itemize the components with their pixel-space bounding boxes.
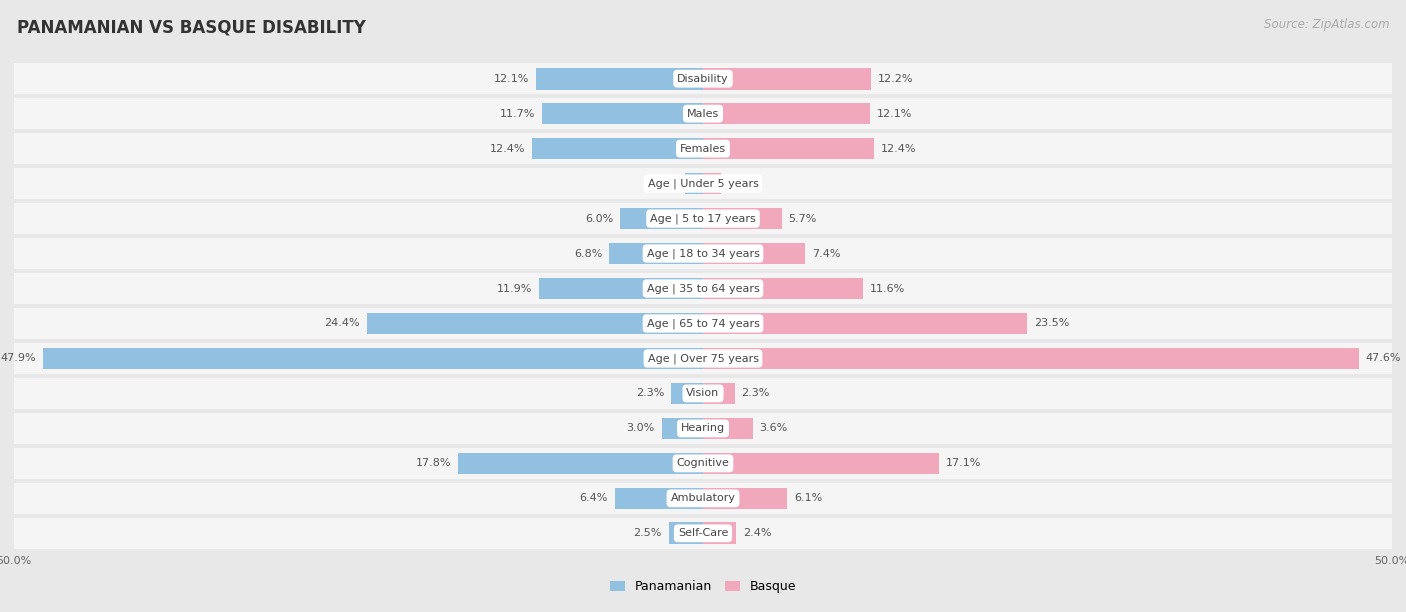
Bar xyxy=(609,243,703,264)
Bar xyxy=(703,417,752,439)
Text: 12.1%: 12.1% xyxy=(494,73,530,84)
Text: 6.1%: 6.1% xyxy=(794,493,823,503)
Text: 11.7%: 11.7% xyxy=(499,109,534,119)
Text: 7.4%: 7.4% xyxy=(811,248,841,258)
Text: Females: Females xyxy=(681,144,725,154)
Text: 24.4%: 24.4% xyxy=(325,318,360,329)
Text: Age | Over 75 years: Age | Over 75 years xyxy=(648,353,758,364)
Bar xyxy=(538,278,703,299)
Text: Disability: Disability xyxy=(678,73,728,84)
Bar xyxy=(620,207,703,230)
Bar xyxy=(458,452,703,474)
Text: 12.1%: 12.1% xyxy=(876,109,912,119)
Bar xyxy=(685,173,703,195)
FancyBboxPatch shape xyxy=(14,308,1392,339)
FancyBboxPatch shape xyxy=(14,483,1392,514)
Text: Age | 65 to 74 years: Age | 65 to 74 years xyxy=(647,318,759,329)
Text: Age | 18 to 34 years: Age | 18 to 34 years xyxy=(647,248,759,259)
FancyBboxPatch shape xyxy=(14,518,1392,549)
Text: 11.6%: 11.6% xyxy=(870,283,905,294)
Bar xyxy=(367,313,703,334)
Text: 2.3%: 2.3% xyxy=(741,389,770,398)
Text: 2.4%: 2.4% xyxy=(742,528,772,539)
Bar xyxy=(671,382,703,405)
Text: Source: ZipAtlas.com: Source: ZipAtlas.com xyxy=(1264,18,1389,31)
Text: 1.3%: 1.3% xyxy=(650,179,678,188)
FancyBboxPatch shape xyxy=(14,168,1392,200)
Text: 11.9%: 11.9% xyxy=(496,283,531,294)
Text: Ambulatory: Ambulatory xyxy=(671,493,735,503)
FancyBboxPatch shape xyxy=(14,98,1392,129)
Bar xyxy=(703,348,1358,369)
Text: 17.1%: 17.1% xyxy=(945,458,981,468)
Bar xyxy=(669,523,703,544)
Text: 6.4%: 6.4% xyxy=(579,493,607,503)
Text: Self-Care: Self-Care xyxy=(678,528,728,539)
Text: 1.3%: 1.3% xyxy=(728,179,756,188)
Text: 3.6%: 3.6% xyxy=(759,424,787,433)
Text: Age | 35 to 64 years: Age | 35 to 64 years xyxy=(647,283,759,294)
Text: 17.8%: 17.8% xyxy=(415,458,451,468)
FancyBboxPatch shape xyxy=(14,238,1392,269)
FancyBboxPatch shape xyxy=(14,378,1392,409)
Text: 5.7%: 5.7% xyxy=(789,214,817,223)
Bar xyxy=(703,68,872,89)
Text: Males: Males xyxy=(688,109,718,119)
Bar xyxy=(536,68,703,89)
Text: Age | Under 5 years: Age | Under 5 years xyxy=(648,178,758,189)
Bar xyxy=(703,138,875,160)
Text: 2.5%: 2.5% xyxy=(633,528,662,539)
Text: 6.8%: 6.8% xyxy=(574,248,602,258)
Bar xyxy=(703,207,782,230)
Bar xyxy=(703,103,870,124)
Text: 3.0%: 3.0% xyxy=(627,424,655,433)
Text: Age | 5 to 17 years: Age | 5 to 17 years xyxy=(650,214,756,224)
Text: 47.6%: 47.6% xyxy=(1365,354,1402,364)
Text: Cognitive: Cognitive xyxy=(676,458,730,468)
FancyBboxPatch shape xyxy=(14,203,1392,234)
Bar xyxy=(703,278,863,299)
Bar xyxy=(703,452,939,474)
FancyBboxPatch shape xyxy=(14,133,1392,165)
Text: Hearing: Hearing xyxy=(681,424,725,433)
Bar xyxy=(614,488,703,509)
FancyBboxPatch shape xyxy=(14,447,1392,479)
Bar xyxy=(662,417,703,439)
FancyBboxPatch shape xyxy=(14,273,1392,304)
Text: 2.3%: 2.3% xyxy=(636,389,665,398)
Bar xyxy=(531,138,703,160)
Legend: Panamanian, Basque: Panamanian, Basque xyxy=(605,575,801,599)
Text: 12.4%: 12.4% xyxy=(880,144,917,154)
Bar xyxy=(703,243,806,264)
Text: 12.2%: 12.2% xyxy=(877,73,914,84)
Text: PANAMANIAN VS BASQUE DISABILITY: PANAMANIAN VS BASQUE DISABILITY xyxy=(17,18,366,36)
Text: 47.9%: 47.9% xyxy=(0,354,37,364)
Text: 12.4%: 12.4% xyxy=(489,144,526,154)
Bar xyxy=(703,382,735,405)
Bar xyxy=(703,313,1026,334)
FancyBboxPatch shape xyxy=(14,343,1392,374)
Bar xyxy=(541,103,703,124)
Text: Vision: Vision xyxy=(686,389,720,398)
Bar xyxy=(703,523,737,544)
Bar xyxy=(44,348,703,369)
FancyBboxPatch shape xyxy=(14,412,1392,444)
Text: 23.5%: 23.5% xyxy=(1033,318,1069,329)
Text: 6.0%: 6.0% xyxy=(585,214,613,223)
FancyBboxPatch shape xyxy=(14,63,1392,94)
Bar xyxy=(703,173,721,195)
Bar xyxy=(703,488,787,509)
